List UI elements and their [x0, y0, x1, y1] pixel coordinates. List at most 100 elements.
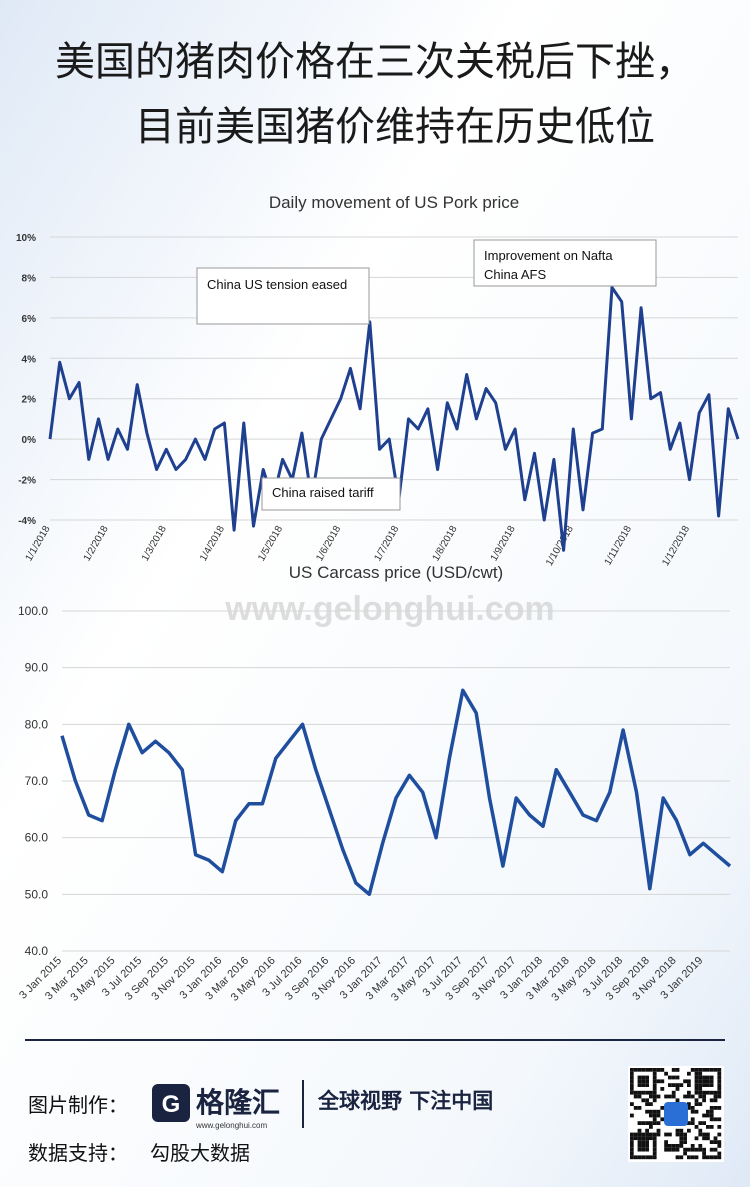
qr-cell — [645, 1136, 649, 1141]
qr-cell — [645, 1132, 649, 1137]
qr-cell — [637, 1106, 642, 1110]
qr-cell — [652, 1075, 657, 1080]
qr-cell — [671, 1090, 676, 1095]
qr-cell — [645, 1109, 649, 1114]
watermark: www.gelonghui.com — [224, 590, 554, 628]
qr-cell — [713, 1106, 718, 1110]
qr-cell — [713, 1155, 718, 1160]
qr-cell — [694, 1098, 699, 1103]
qr-cell — [649, 1155, 653, 1160]
qr-cell — [694, 1090, 699, 1095]
qr-cell — [713, 1075, 718, 1080]
qr-cell — [668, 1132, 672, 1137]
qr-cell — [698, 1094, 703, 1099]
qr-cell — [671, 1094, 676, 1099]
data-line — [48, 286, 740, 552]
qr-cell — [637, 1136, 642, 1141]
qr-cell — [717, 1079, 722, 1084]
qr-cell — [694, 1125, 699, 1129]
qr-logo — [664, 1102, 688, 1126]
qr-cell — [652, 1113, 657, 1118]
qr-cell — [645, 1087, 649, 1091]
qr-cell — [641, 1071, 646, 1076]
qr-cell — [683, 1136, 687, 1141]
qr-cell — [694, 1071, 699, 1076]
qr-cell — [709, 1125, 714, 1129]
y-tick-label: 50.0 — [25, 887, 49, 901]
y-tick-label: 10% — [16, 233, 36, 244]
qr-cell — [698, 1147, 703, 1152]
qr-cell — [717, 1087, 722, 1091]
qr-cell — [709, 1098, 714, 1103]
qr-cell — [679, 1083, 684, 1087]
qr-cell — [633, 1083, 638, 1087]
qr-cell — [637, 1068, 642, 1072]
qr-cell — [630, 1075, 634, 1080]
qr-cell — [717, 1117, 722, 1122]
qr-cell — [630, 1136, 634, 1141]
qr-cell — [687, 1155, 691, 1160]
qr-cell — [717, 1094, 722, 1099]
qr-cell — [709, 1087, 714, 1091]
qr-cell — [690, 1144, 695, 1148]
qr-cell — [687, 1071, 691, 1076]
qr-cell — [709, 1106, 714, 1110]
qr-cell — [679, 1128, 684, 1133]
qr-cell — [713, 1071, 718, 1076]
qr-cell — [702, 1098, 706, 1103]
qr-cell — [694, 1109, 699, 1114]
qr-cell — [652, 1090, 657, 1095]
qr-cell — [641, 1151, 646, 1156]
qr-cell — [641, 1121, 646, 1125]
qr-cell — [656, 1109, 661, 1114]
qr-cell — [630, 1079, 634, 1084]
qr-cell — [698, 1121, 703, 1125]
chart-title: US Carcass price (USD/cwt) — [289, 563, 503, 582]
qr-cell — [679, 1136, 684, 1141]
qr-cell — [713, 1068, 718, 1072]
qr-cell — [652, 1087, 657, 1091]
qr-cell — [709, 1083, 714, 1087]
y-tick-label: -4% — [18, 516, 36, 527]
qr-cell — [645, 1128, 649, 1133]
annotation: China US tension eased — [207, 277, 347, 292]
qr-cell — [675, 1087, 680, 1091]
qr-cell — [664, 1140, 668, 1144]
qr-cell — [633, 1144, 638, 1148]
annotation: Improvement on Nafta — [484, 248, 613, 263]
qr-cell — [656, 1079, 661, 1084]
qr-cell — [713, 1136, 718, 1141]
qr-cell — [652, 1083, 657, 1087]
qr-cell — [698, 1128, 703, 1133]
y-tick-label: 70.0 — [25, 774, 49, 788]
qr-cell — [687, 1090, 691, 1095]
qr-cell — [694, 1087, 699, 1091]
qr-cell — [690, 1117, 695, 1122]
qr-cell — [709, 1147, 714, 1152]
qr-cell — [709, 1155, 714, 1160]
chart-title: Daily movement of US Pork price — [269, 193, 519, 212]
qr-cell — [630, 1155, 634, 1160]
qr-cell — [709, 1113, 714, 1118]
qr-cell — [713, 1147, 718, 1152]
qr-cell — [668, 1094, 672, 1099]
qr-cell — [675, 1128, 680, 1133]
qr-cell — [717, 1090, 722, 1095]
qr-cell — [660, 1079, 665, 1084]
qr-cell — [679, 1155, 684, 1160]
qr-cell — [641, 1068, 646, 1072]
qr-cell — [690, 1094, 695, 1099]
qr-cell — [668, 1083, 672, 1087]
qr-cell — [664, 1144, 668, 1148]
qr-cell — [717, 1151, 722, 1156]
qr-cell — [637, 1071, 642, 1076]
qr-cell — [664, 1094, 668, 1099]
qr-cell — [713, 1090, 718, 1095]
qr-cell — [645, 1155, 649, 1160]
title-line: 目前美国猪价维持在历史低位 — [135, 104, 655, 150]
brand: 格隆汇 — [196, 1086, 280, 1119]
qr-cell — [664, 1132, 668, 1137]
annotation: China AFS — [484, 267, 546, 282]
annotation-box — [473, 239, 657, 287]
